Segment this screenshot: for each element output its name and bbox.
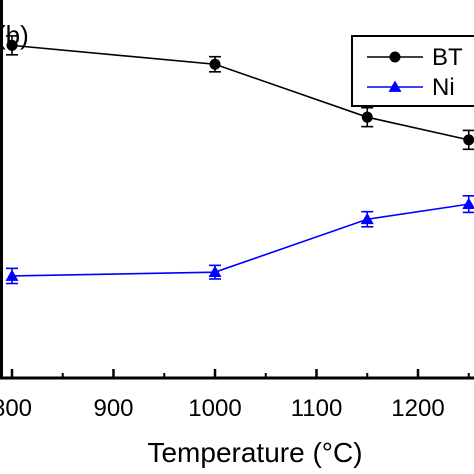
legend-label: BT <box>432 44 463 71</box>
panel-label: (b) <box>0 20 29 50</box>
data-point <box>361 111 373 123</box>
x-tick-label: 800 <box>0 395 32 422</box>
series-layer <box>5 35 474 285</box>
x-tick-label: 1100 <box>291 395 343 422</box>
data-point <box>5 269 19 281</box>
series-ni <box>5 195 474 285</box>
x-tick-label: 1000 <box>188 395 241 422</box>
series-line <box>11 44 469 141</box>
data-point <box>462 197 474 209</box>
legend-box <box>351 35 474 107</box>
x-axis: 800 900 1000 1100 1200 <box>0 369 470 422</box>
legend: BT Ni <box>351 35 474 107</box>
data-point <box>463 134 474 146</box>
data-point <box>6 39 18 51</box>
x-tick-label: 1200 <box>391 395 444 422</box>
legend-marker <box>388 80 402 92</box>
x-axis-title: Temperature (°C) <box>147 437 362 468</box>
data-point <box>209 58 221 70</box>
series-bt <box>6 35 474 151</box>
x-tick-label: 900 <box>93 395 133 422</box>
data-point <box>208 265 222 278</box>
plot-frame <box>0 0 474 380</box>
data-point <box>360 212 374 225</box>
legend-label: Ni <box>432 74 455 101</box>
series-line <box>11 203 469 277</box>
legend-marker <box>389 51 401 63</box>
